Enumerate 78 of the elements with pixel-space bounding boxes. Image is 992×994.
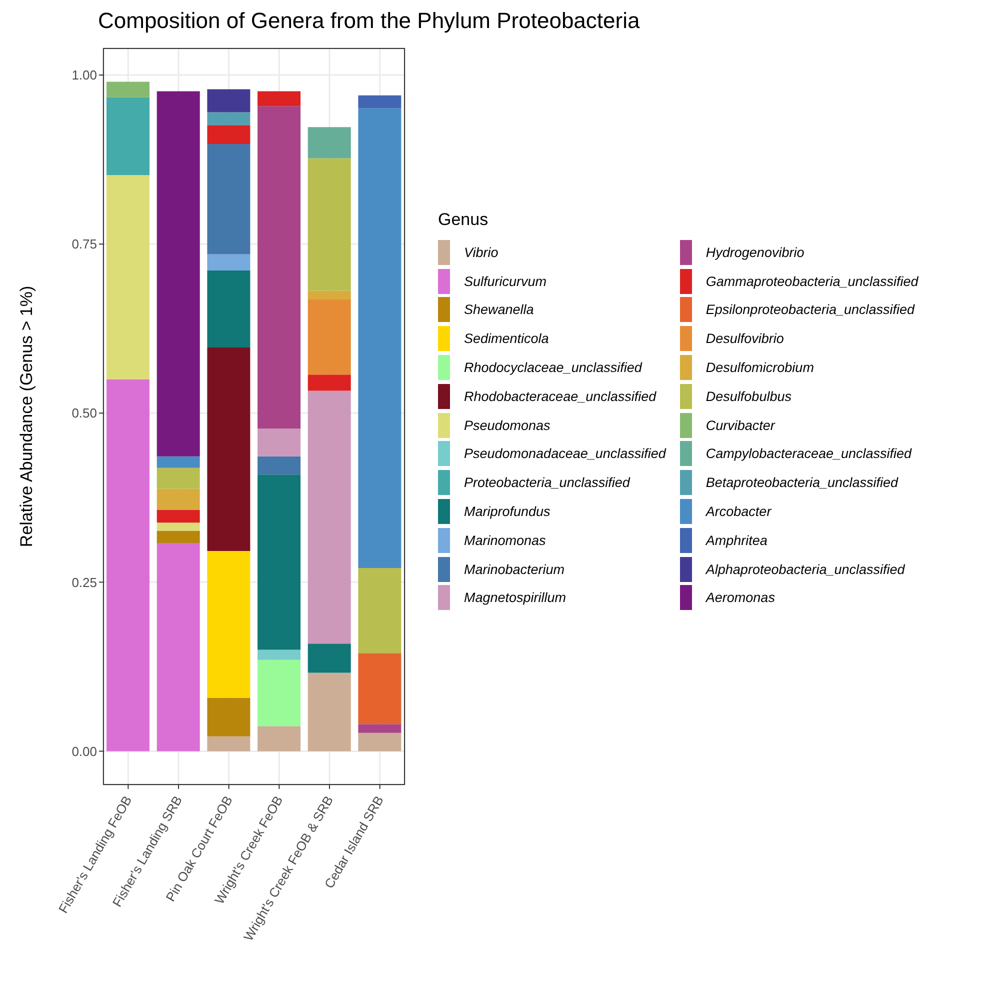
legend-label: Proteobacteria_unclassified: [464, 475, 630, 490]
bar: [258, 106, 301, 429]
bar: [358, 108, 402, 568]
legend-label: Betaproteobacteria_unclassified: [706, 475, 898, 490]
bar: [106, 97, 150, 176]
bar: [106, 175, 150, 380]
bar: [258, 650, 301, 660]
legend-label: Aeromonas: [706, 590, 775, 606]
bar: [358, 653, 402, 724]
legend-label: Desulfomicrobium: [706, 360, 814, 376]
bar: [358, 724, 402, 733]
legend-label: Sedimenticola: [464, 331, 549, 346]
bar: [156, 542, 200, 752]
bar: [258, 456, 301, 475]
bar: [207, 125, 250, 144]
bar: [308, 300, 351, 375]
bar: [156, 91, 200, 456]
bar: [308, 644, 351, 673]
legend-label: Hydrogenovibrio: [706, 244, 804, 260]
bar: [358, 95, 402, 108]
y-tick-label: 0.75: [72, 236, 97, 252]
legend-label: Shewanella: [464, 302, 534, 318]
bar: [207, 144, 250, 254]
legend-label: Arcobacter: [706, 504, 772, 520]
legend-label: Marinomonas: [464, 532, 546, 548]
bar: [156, 510, 200, 523]
bar: [156, 468, 200, 489]
legend-label: Desulfovibrio: [706, 331, 784, 346]
legend-label: Epsilonproteobacteria_unclassified: [706, 302, 915, 318]
legend-label: Pseudomonas: [464, 418, 550, 433]
legend-label: Alphaproteobacteria_unclassified: [706, 562, 905, 577]
y-axis-title: Relative Abundance (Genus > 1%): [17, 286, 36, 548]
legend-label: Mariprofundus: [464, 504, 550, 520]
bar: [358, 568, 402, 654]
bar: [207, 89, 250, 112]
bar: [308, 127, 351, 158]
bar: [207, 551, 250, 698]
bar: [106, 82, 150, 98]
bar: [308, 390, 351, 644]
bar: [156, 522, 200, 531]
bar: [156, 530, 200, 543]
legend-label: Vibrio: [464, 244, 498, 260]
legend-label: Curvibacter: [706, 418, 775, 433]
bar: [207, 270, 250, 348]
bar: [358, 732, 402, 752]
bar: [207, 254, 250, 270]
legend-label: Sulfuricurvum: [464, 274, 547, 289]
bar: [258, 428, 301, 456]
y-tick-label: 1.00: [72, 68, 97, 83]
legend-label: Magnetospirillum: [464, 590, 566, 606]
bar: [106, 379, 150, 752]
legend-label: Amphritea: [706, 532, 768, 548]
bar: [258, 726, 301, 752]
legend-label: Rhodobacteraceae_unclassified: [464, 388, 656, 404]
y-tick-label: 0.25: [72, 574, 97, 590]
legend-title: Genus: [438, 210, 490, 230]
chart-title: Composition of Genera from the Phylum Proteobacteria: [98, 8, 640, 34]
bar: [258, 474, 301, 650]
bar: [258, 91, 301, 106]
bar: [308, 374, 351, 391]
legend-label: Rhodocyclaceae_unclassified: [464, 360, 642, 376]
bar: [207, 112, 250, 126]
bar: [207, 698, 250, 736]
legend-label: Pseudomonadaceae_unclassified: [464, 446, 666, 462]
bar: [156, 488, 200, 510]
legend-label: Marinobacterium: [464, 562, 565, 577]
bar: [308, 290, 351, 300]
bar: [207, 736, 250, 752]
bar: [308, 158, 351, 291]
bar: [258, 660, 301, 726]
bar: [308, 672, 351, 752]
bar: [156, 456, 200, 468]
legend-label: Gammaproteobacteria_unclassified: [706, 274, 918, 289]
legend-label: Campylobacteraceae_unclassified: [706, 446, 912, 462]
bar: [207, 348, 250, 552]
legend-label: Desulfobulbus: [706, 388, 792, 404]
y-tick-label: 0.00: [72, 744, 97, 759]
y-tick-label: 0.50: [72, 406, 97, 421]
